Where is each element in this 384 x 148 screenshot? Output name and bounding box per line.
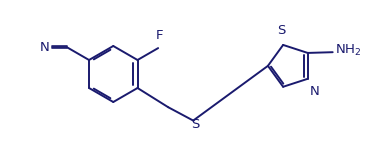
Text: S: S xyxy=(191,118,199,131)
Text: F: F xyxy=(156,29,163,42)
Text: NH$_2$: NH$_2$ xyxy=(334,43,361,58)
Text: N: N xyxy=(310,85,319,98)
Text: S: S xyxy=(277,24,285,37)
Text: N: N xyxy=(40,41,49,54)
